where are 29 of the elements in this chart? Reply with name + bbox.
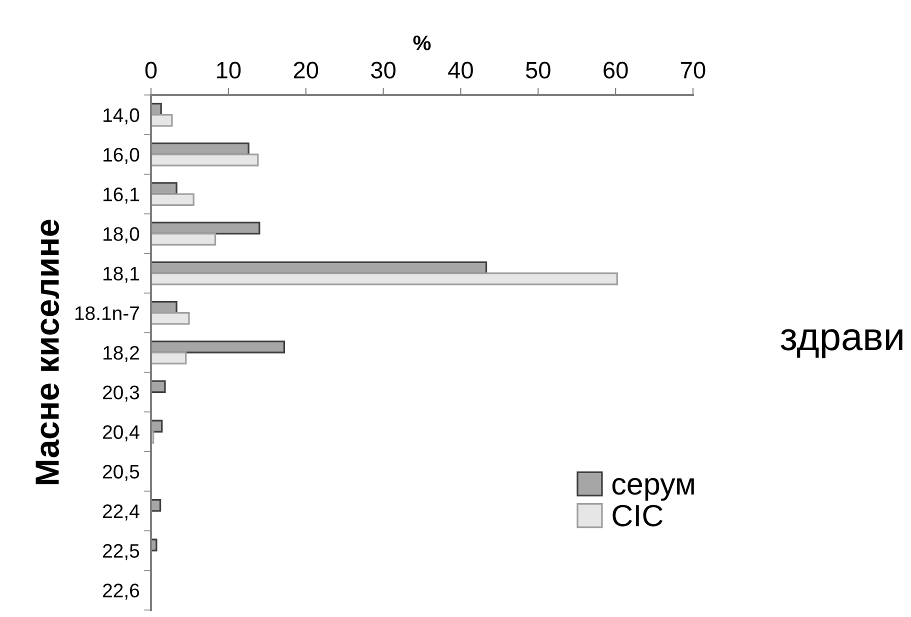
legend-label: CIC [612, 504, 663, 526]
x-tick-label: 0 [145, 62, 157, 79]
bar [151, 538, 158, 552]
text: здрави [780, 329, 902, 358]
y-tick-label: 14,0 [104, 108, 140, 124]
y-tick-label: 16,0 [104, 148, 140, 164]
y-tick-label: 22,4 [103, 504, 140, 520]
bar [151, 380, 166, 393]
y-tick-label: 18,1 [104, 266, 139, 283]
x-tick-label: 30 [371, 62, 396, 79]
y-tick-label: 20,3 [103, 386, 140, 402]
y-axis-title: Масне киселине [36, 220, 60, 484]
y-tick-label: 18,0 [104, 227, 140, 244]
x-tick-label: 20 [294, 62, 318, 79]
y-tick-label: 16,1 [104, 188, 139, 204]
x-tick-label: 40 [448, 62, 473, 79]
y-tick-label: 20,5 [103, 464, 140, 481]
x-axis-title: % [413, 36, 431, 50]
legend-label: серум [612, 478, 694, 501]
y-tick-label: 20,4 [103, 425, 140, 442]
x-tick-label: 60 [604, 62, 628, 79]
y-tick-label: 18,2 [104, 346, 139, 362]
y-tick-label: 22,6 [103, 584, 140, 600]
x-tick-label: 50 [526, 62, 550, 79]
x-tick-label: 10 [217, 62, 241, 79]
y-tick-label: 18.1n-7 [75, 306, 139, 320]
y-tick-label: 22,5 [103, 544, 140, 560]
x-tick-label: 70 [681, 62, 706, 79]
bar [151, 499, 162, 512]
